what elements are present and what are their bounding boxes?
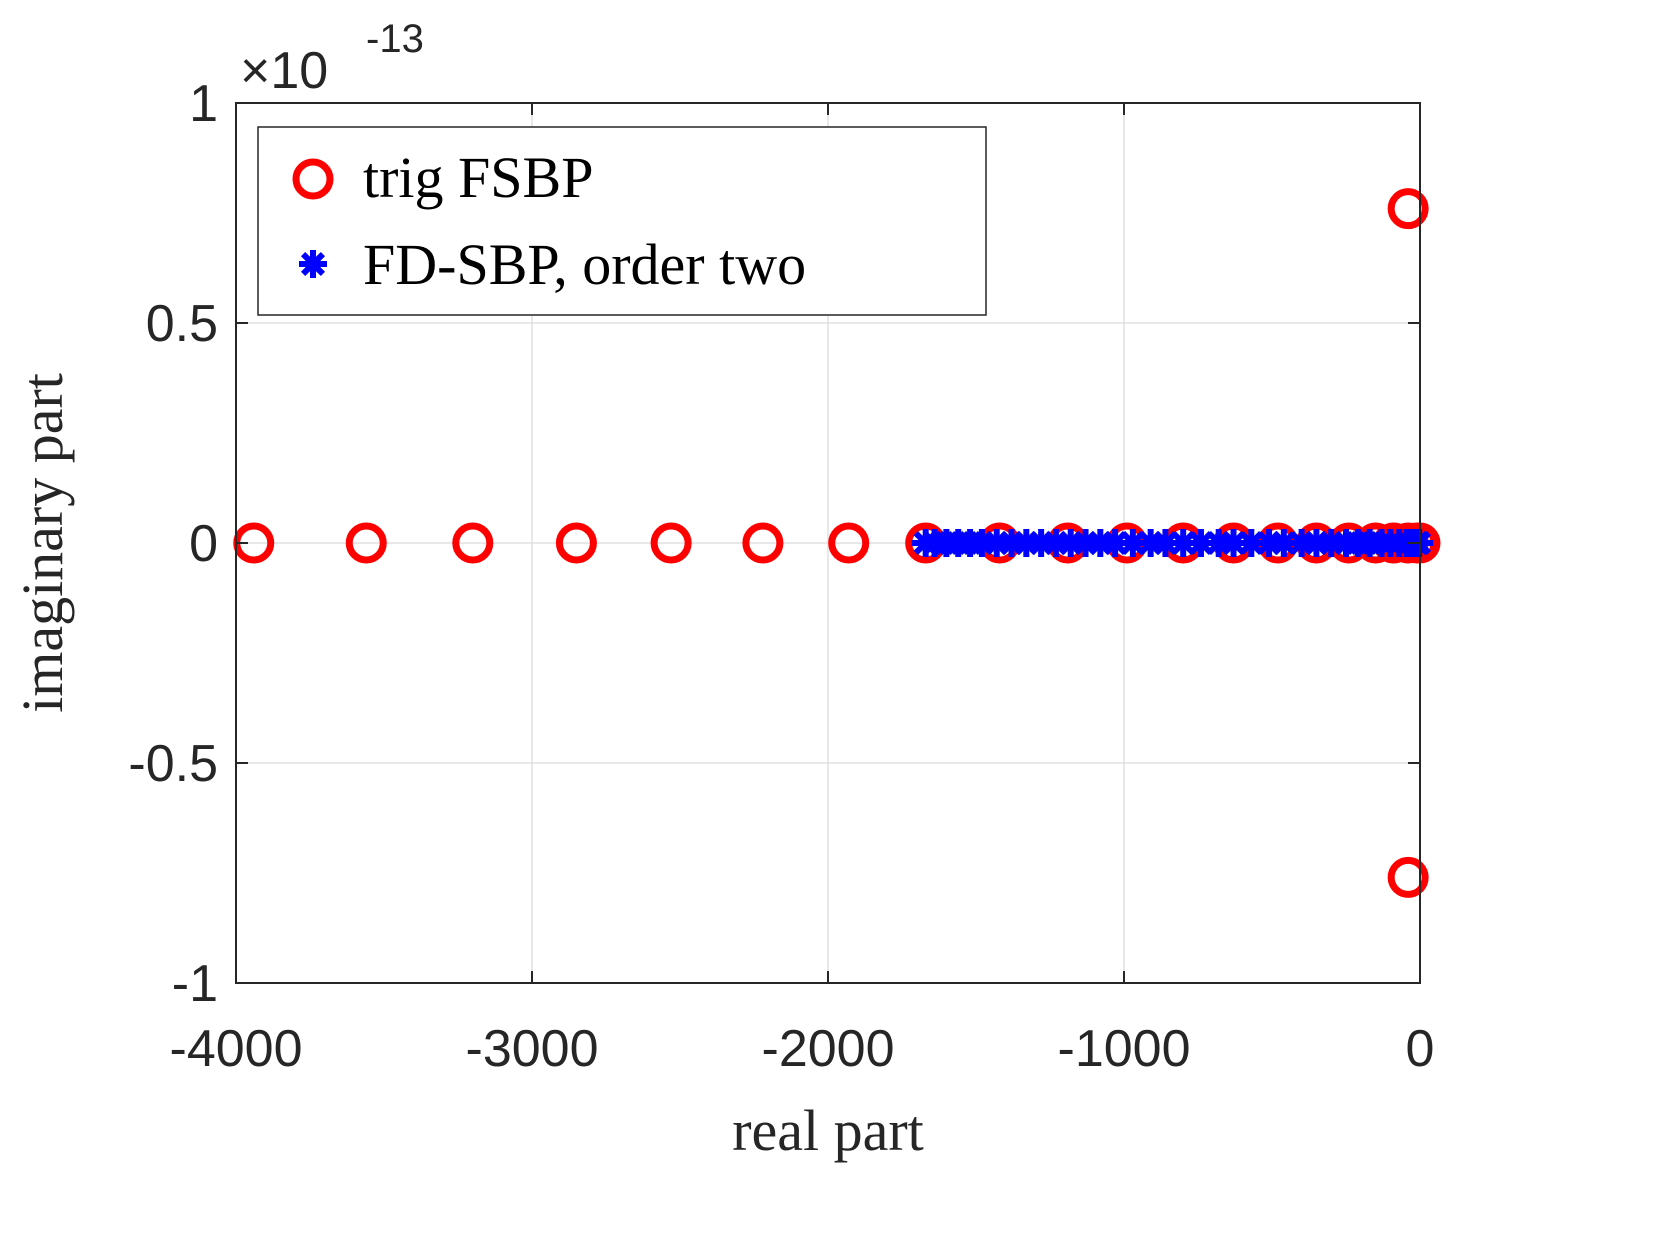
y-tick-label: 1 [189,75,218,133]
legend: trig FSBP FD-SBP, order two [257,126,987,316]
x-tick-label: -1000 [1058,1020,1191,1078]
trig-fsbp-point [1387,856,1429,898]
data-marks [233,188,1441,898]
y-exponent-base: ×10 [240,42,328,100]
y-axis-label: imaginary part [10,373,75,713]
legend-asterisk-marker [299,250,327,278]
x-tick-label: -3000 [466,1020,599,1078]
series-1 [911,529,1434,557]
legend-marker-trig-fsbp [292,158,334,200]
x-tick-label: -4000 [170,1020,303,1078]
trig-fsbp-point [555,522,597,564]
trig-fsbp-point [742,522,784,564]
x-axis-label: real part [732,1098,924,1163]
y-tick-label: -1 [172,955,218,1013]
trig-fsbp-point [650,522,692,564]
trig-fsbp-point [452,522,494,564]
legend-circle-marker [292,158,334,200]
legend-label-trig-fsbp: trig FSBP [363,145,594,210]
x-tick-label: 0 [1406,1020,1435,1078]
y-exponent-power: -13 [366,17,424,61]
legend-marker-fd-sbp [299,250,327,278]
fd-sbp-point [1237,529,1266,557]
legend-box [257,126,987,316]
trig-fsbp-point [828,522,870,564]
trig-fsbp-point [345,522,387,564]
legend-label-fd-sbp: FD-SBP, order two [363,232,806,297]
fd-sbp-point [1118,529,1147,557]
trig-fsbp-point [1387,188,1429,230]
axis-ticks: -4000 -3000 -2000 -1000 0 1 0.5 0 -0.5 -1 [128,75,1434,1078]
fd-sbp-point [1269,529,1298,557]
y-tick-label: -0.5 [128,735,218,793]
x-tick-label: -2000 [762,1020,895,1078]
fd-sbp-point [1287,529,1316,557]
y-tick-label: 0 [189,515,218,573]
y-tick-label: 0.5 [146,295,218,353]
y-exponent-label: ×10 -13 [240,17,424,100]
